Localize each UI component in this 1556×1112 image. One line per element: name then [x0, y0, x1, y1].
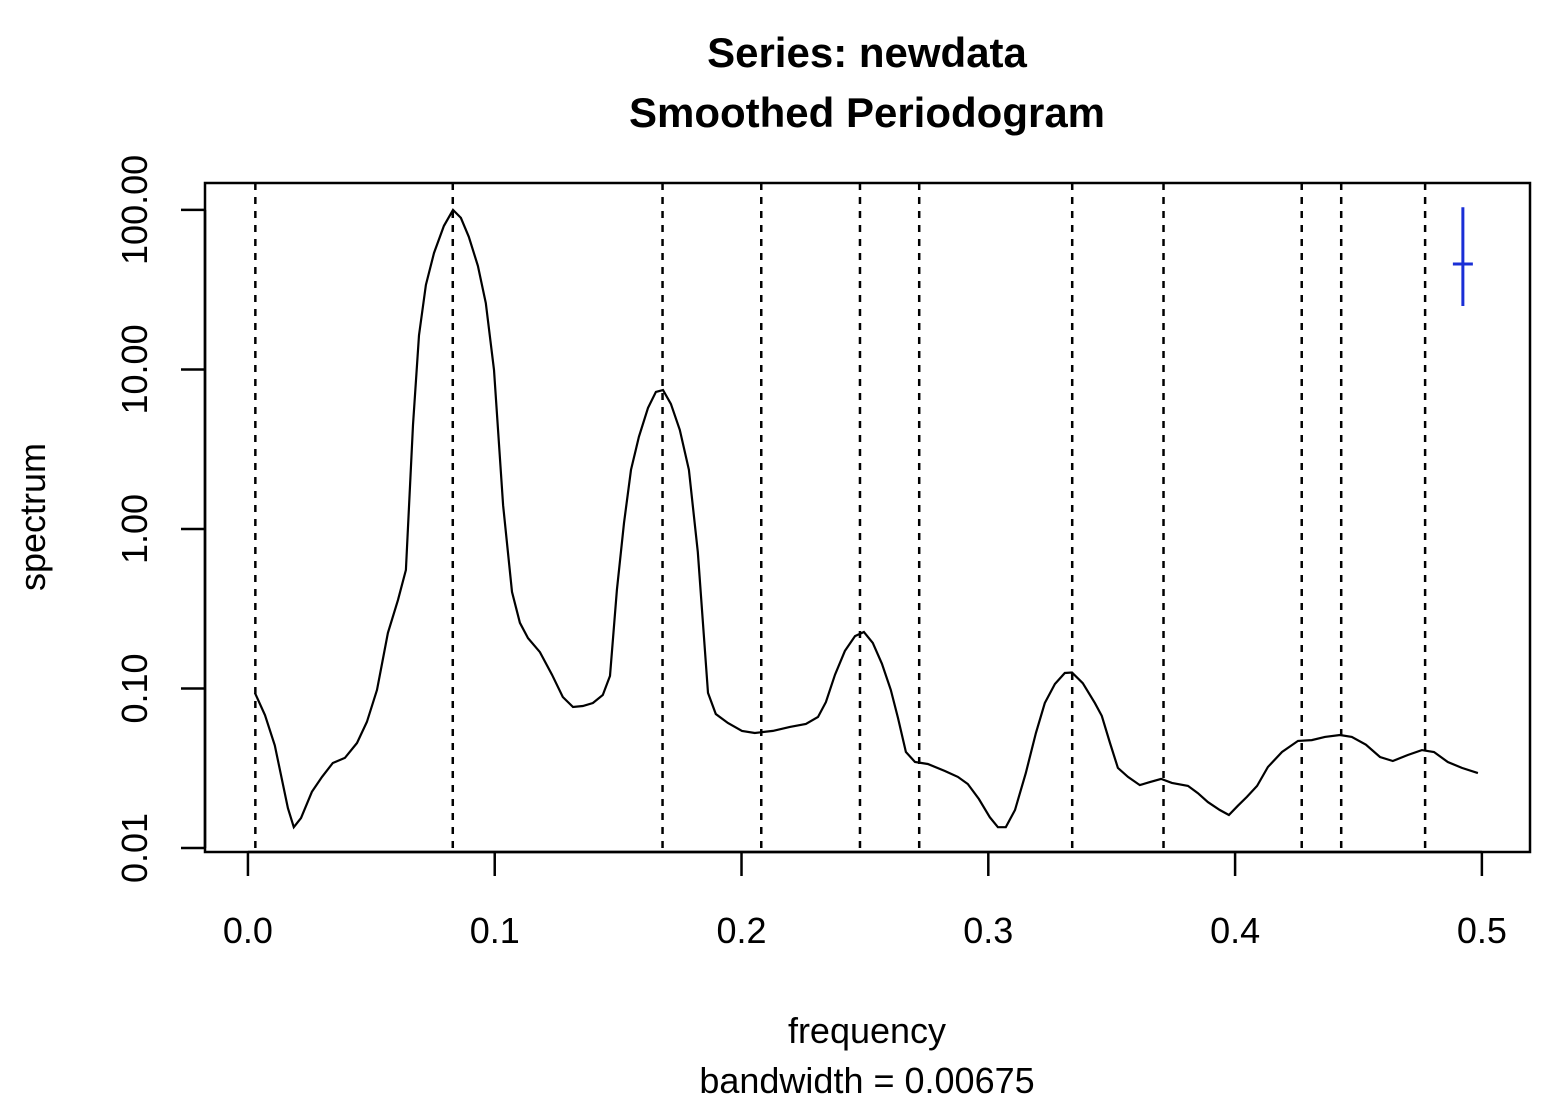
spectrum-line: [253, 208, 1479, 830]
y-tick-label: 0.10: [114, 653, 155, 723]
y-axis-label: spectrum: [12, 443, 53, 591]
x-axis-sublabel: bandwidth = 0.00675: [699, 1060, 1034, 1101]
y-tick-label: 100.00: [114, 155, 155, 265]
x-tick-label: 0.2: [716, 910, 766, 951]
x-tick-label: 0.4: [1210, 910, 1260, 951]
chart-title: Series: newdata: [707, 29, 1027, 76]
plot-frame: [203, 181, 1532, 854]
y-tick-label: 1.00: [114, 494, 155, 564]
x-tick-label: 0.3: [963, 910, 1013, 951]
y-tick-label: 0.01: [114, 813, 155, 883]
x-tick-label: 0.1: [470, 910, 520, 951]
x-tick-label: 0.0: [223, 910, 273, 951]
y-tick-label: 10.00: [114, 324, 155, 414]
x-tick-label: 0.5: [1457, 910, 1507, 951]
chart-subtitle: Smoothed Periodogram: [629, 89, 1105, 136]
x-axis-label: frequency: [788, 1010, 946, 1051]
